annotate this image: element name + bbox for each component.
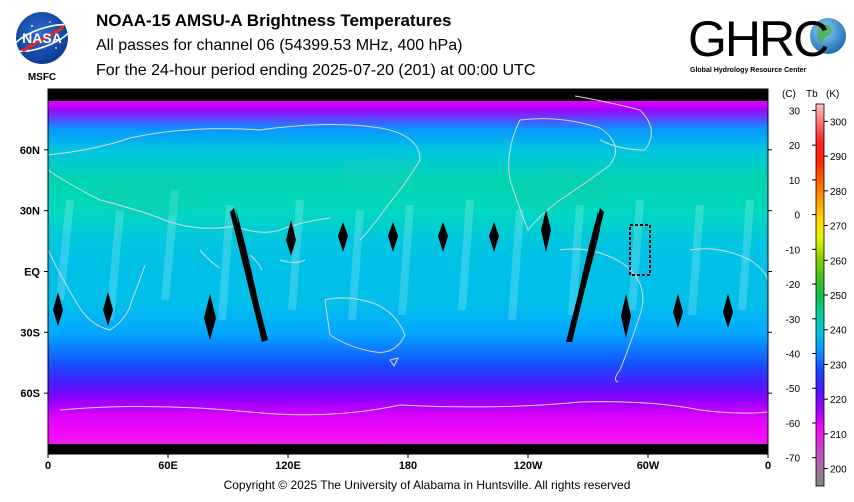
- lon-tick-label: 120W: [514, 460, 543, 472]
- coastlines: [47, 95, 769, 416]
- copyright-footer: Copyright © 2025 The University of Alaba…: [223, 478, 631, 492]
- tb-field: [48, 101, 768, 444]
- swath-gaps: [53, 208, 733, 342]
- nasa-logo-text: NASA: [22, 30, 62, 46]
- north-missing-band: [48, 89, 768, 101]
- lat-tick-label: EQ: [24, 267, 40, 279]
- lon-tick-label: 60E: [158, 460, 178, 472]
- longitude-axis: 0 60E 120E 180 120W 60W 0: [45, 454, 771, 472]
- lat-tick-label: 60N: [20, 145, 40, 157]
- lat-tick-label: 30S: [20, 327, 40, 339]
- ghrc-logo: GHRC Global Hydrology Resource Center: [688, 11, 846, 74]
- ghrc-logo-caption: Global Hydrology Resource Center: [690, 67, 807, 74]
- swath-streaks: [56, 189, 754, 321]
- lat-tick-label: 30N: [20, 206, 40, 218]
- lon-tick-label: 0: [45, 460, 51, 472]
- ghrc-logo-text: GHRC: [688, 11, 828, 67]
- lon-tick-label: 120E: [275, 460, 301, 472]
- nasa-logo: NASA MSFC: [12, 12, 72, 83]
- lon-tick-label: 60W: [637, 460, 660, 472]
- nasa-logo-caption: MSFC: [28, 72, 56, 83]
- chart-title: NOAA-15 AMSU-A Brightness Temperatures: [96, 11, 452, 30]
- latitude-axis: 60N 30N EQ 30S 60S: [20, 145, 772, 400]
- lat-tick-label: 60S: [20, 388, 40, 400]
- south-missing-band: [48, 444, 768, 454]
- chart-subtitle: All passes for channel 06 (54399.53 MHz,…: [96, 37, 463, 54]
- lon-tick-label: 180: [399, 460, 417, 472]
- chart-period: For the 24-hour period ending 2025-07-20…: [96, 62, 536, 79]
- nasa-vector-icon: [20, 24, 66, 52]
- lon-tick-label: 0: [765, 460, 771, 472]
